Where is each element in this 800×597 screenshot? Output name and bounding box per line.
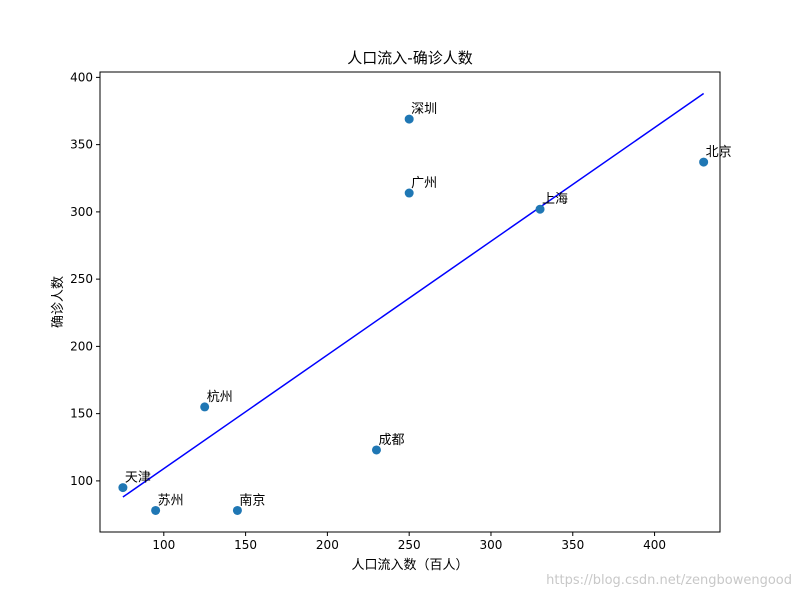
- y-tick-label: 250: [70, 272, 93, 286]
- data-point: [404, 188, 414, 198]
- data-point: [371, 445, 381, 455]
- plot-area: [99, 71, 721, 533]
- x-axis-label: 人口流入数（百人）: [351, 558, 468, 573]
- y-tick-label: 300: [70, 205, 93, 219]
- data-point-label: 天津: [125, 471, 151, 486]
- data-point: [151, 505, 161, 515]
- data-point-label: 杭州: [207, 390, 233, 405]
- y-tick-label: 150: [70, 407, 93, 421]
- y-tick-label: 200: [70, 339, 93, 353]
- data-point: [535, 204, 545, 214]
- x-tick-label: 250: [398, 538, 421, 552]
- x-tick-label: 350: [561, 538, 584, 552]
- regression-line-layer: [122, 92, 705, 498]
- data-point-label: 苏州: [158, 492, 184, 508]
- x-tick-label: 200: [316, 538, 339, 552]
- data-points-layer: [118, 114, 709, 515]
- data-point: [699, 157, 709, 167]
- data-point-label: 成都: [378, 433, 404, 448]
- y-tick-label: 400: [70, 70, 93, 84]
- data-point: [200, 402, 210, 412]
- data-point-label: 北京: [706, 145, 732, 160]
- y-tick-label: 350: [70, 138, 93, 152]
- data-point-label: 广州: [411, 176, 437, 191]
- x-tick-label: 300: [480, 538, 503, 552]
- chart-title: 人口流入-确诊人数: [347, 49, 472, 67]
- y-axis-label: 确诊人数: [51, 276, 66, 328]
- data-point-label: 上海: [542, 192, 568, 207]
- data-point: [232, 505, 242, 515]
- x-tick-label: 100: [152, 538, 175, 552]
- data-point-label: 深圳: [411, 102, 437, 117]
- data-point: [118, 483, 128, 493]
- x-tick-label: 150: [234, 538, 257, 552]
- y-axis-ticks: 100 150 200 250 300 350 400: [70, 70, 100, 488]
- regression-line: [122, 92, 705, 498]
- x-tick-label: 400: [643, 538, 666, 552]
- y-tick-label: 100: [70, 474, 93, 488]
- data-point-label: 南京: [239, 492, 265, 508]
- watermark: https://blog.csdn.net/zengbowengood: [546, 573, 792, 588]
- data-point: [404, 114, 414, 124]
- x-axis-ticks: 100 150 200 250 300 350 400: [152, 532, 666, 552]
